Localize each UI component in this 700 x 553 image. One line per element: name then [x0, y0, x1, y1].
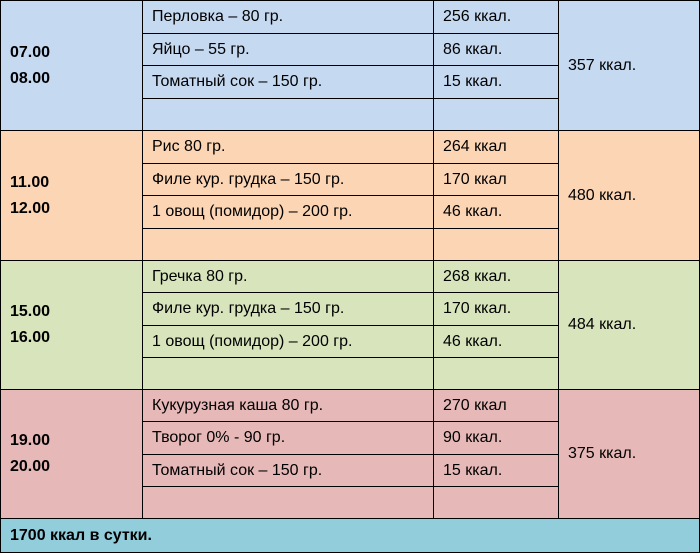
- meal-time: 15.00 16.00: [0, 260, 143, 390]
- meal-total: 484 ккал.: [558, 260, 700, 390]
- food-cell: Томатный сок – 150 гр.: [142, 454, 434, 487]
- meal-time: 07.00 08.00: [0, 0, 143, 131]
- kcal-cell: [433, 486, 559, 519]
- meal-time: 19.00 20.00: [0, 389, 143, 519]
- food-cell: Творог 0% - 90 гр.: [142, 421, 434, 455]
- kcal-cell: 15 ккал.: [433, 65, 559, 99]
- kcal-cell: 15 ккал.: [433, 454, 559, 487]
- food-cell: Рис 80 гр.: [142, 130, 434, 164]
- time-label: 16.00: [10, 329, 51, 346]
- meal-total: 375 ккал.: [558, 389, 700, 519]
- time-label: 08.00: [10, 69, 51, 87]
- food-cell: [142, 228, 434, 261]
- kcal-cell: 170 ккал.: [433, 292, 559, 326]
- kcal-cell: 264 ккал: [433, 130, 559, 164]
- food-cell: Яйцо – 55 гр.: [142, 33, 434, 66]
- kcal-cell: 256 ккал.: [433, 0, 559, 34]
- food-cell: [142, 486, 434, 519]
- time-label: 19.00: [10, 432, 51, 449]
- time-label: 07.00: [10, 43, 51, 61]
- kcal-cell: 170 ккал: [433, 163, 559, 196]
- food-cell: Филе кур. грудка – 150 гр.: [142, 292, 434, 326]
- food-cell: Гречка 80 гр.: [142, 260, 434, 293]
- kcal-cell: 46 ккал.: [433, 325, 559, 358]
- meal-time: 11.00 12.00: [0, 130, 143, 261]
- kcal-cell: 46 ккал.: [433, 195, 559, 229]
- food-cell: Перловка – 80 гр.: [142, 0, 434, 34]
- kcal-cell: [433, 357, 559, 390]
- daily-total: 1700 ккал в сутки.: [0, 518, 700, 553]
- time-label: 20.00: [10, 458, 51, 475]
- kcal-cell: 86 ккал.: [433, 33, 559, 66]
- meal-total: 480 ккал.: [558, 130, 700, 261]
- kcal-cell: 268 ккал.: [433, 260, 559, 293]
- food-cell: 1 овощ (помидор) – 200 гр.: [142, 325, 434, 358]
- time-label: 15.00: [10, 303, 51, 320]
- food-cell: Томатный сок – 150 гр.: [142, 65, 434, 99]
- time-label: 12.00: [10, 199, 51, 217]
- kcal-cell: 270 ккал: [433, 389, 559, 422]
- food-cell: Филе кур. грудка – 150 гр.: [142, 163, 434, 196]
- food-cell: 1 овощ (помидор) – 200 гр.: [142, 195, 434, 229]
- meal-total: 357 ккал.: [558, 0, 700, 131]
- kcal-cell: [433, 228, 559, 261]
- food-cell: [142, 98, 434, 131]
- time-label: 11.00: [10, 173, 50, 191]
- kcal-cell: 90 ккал.: [433, 421, 559, 455]
- food-cell: [142, 357, 434, 390]
- food-cell: Кукурузная каша 80 гр.: [142, 389, 434, 422]
- kcal-cell: [433, 98, 559, 131]
